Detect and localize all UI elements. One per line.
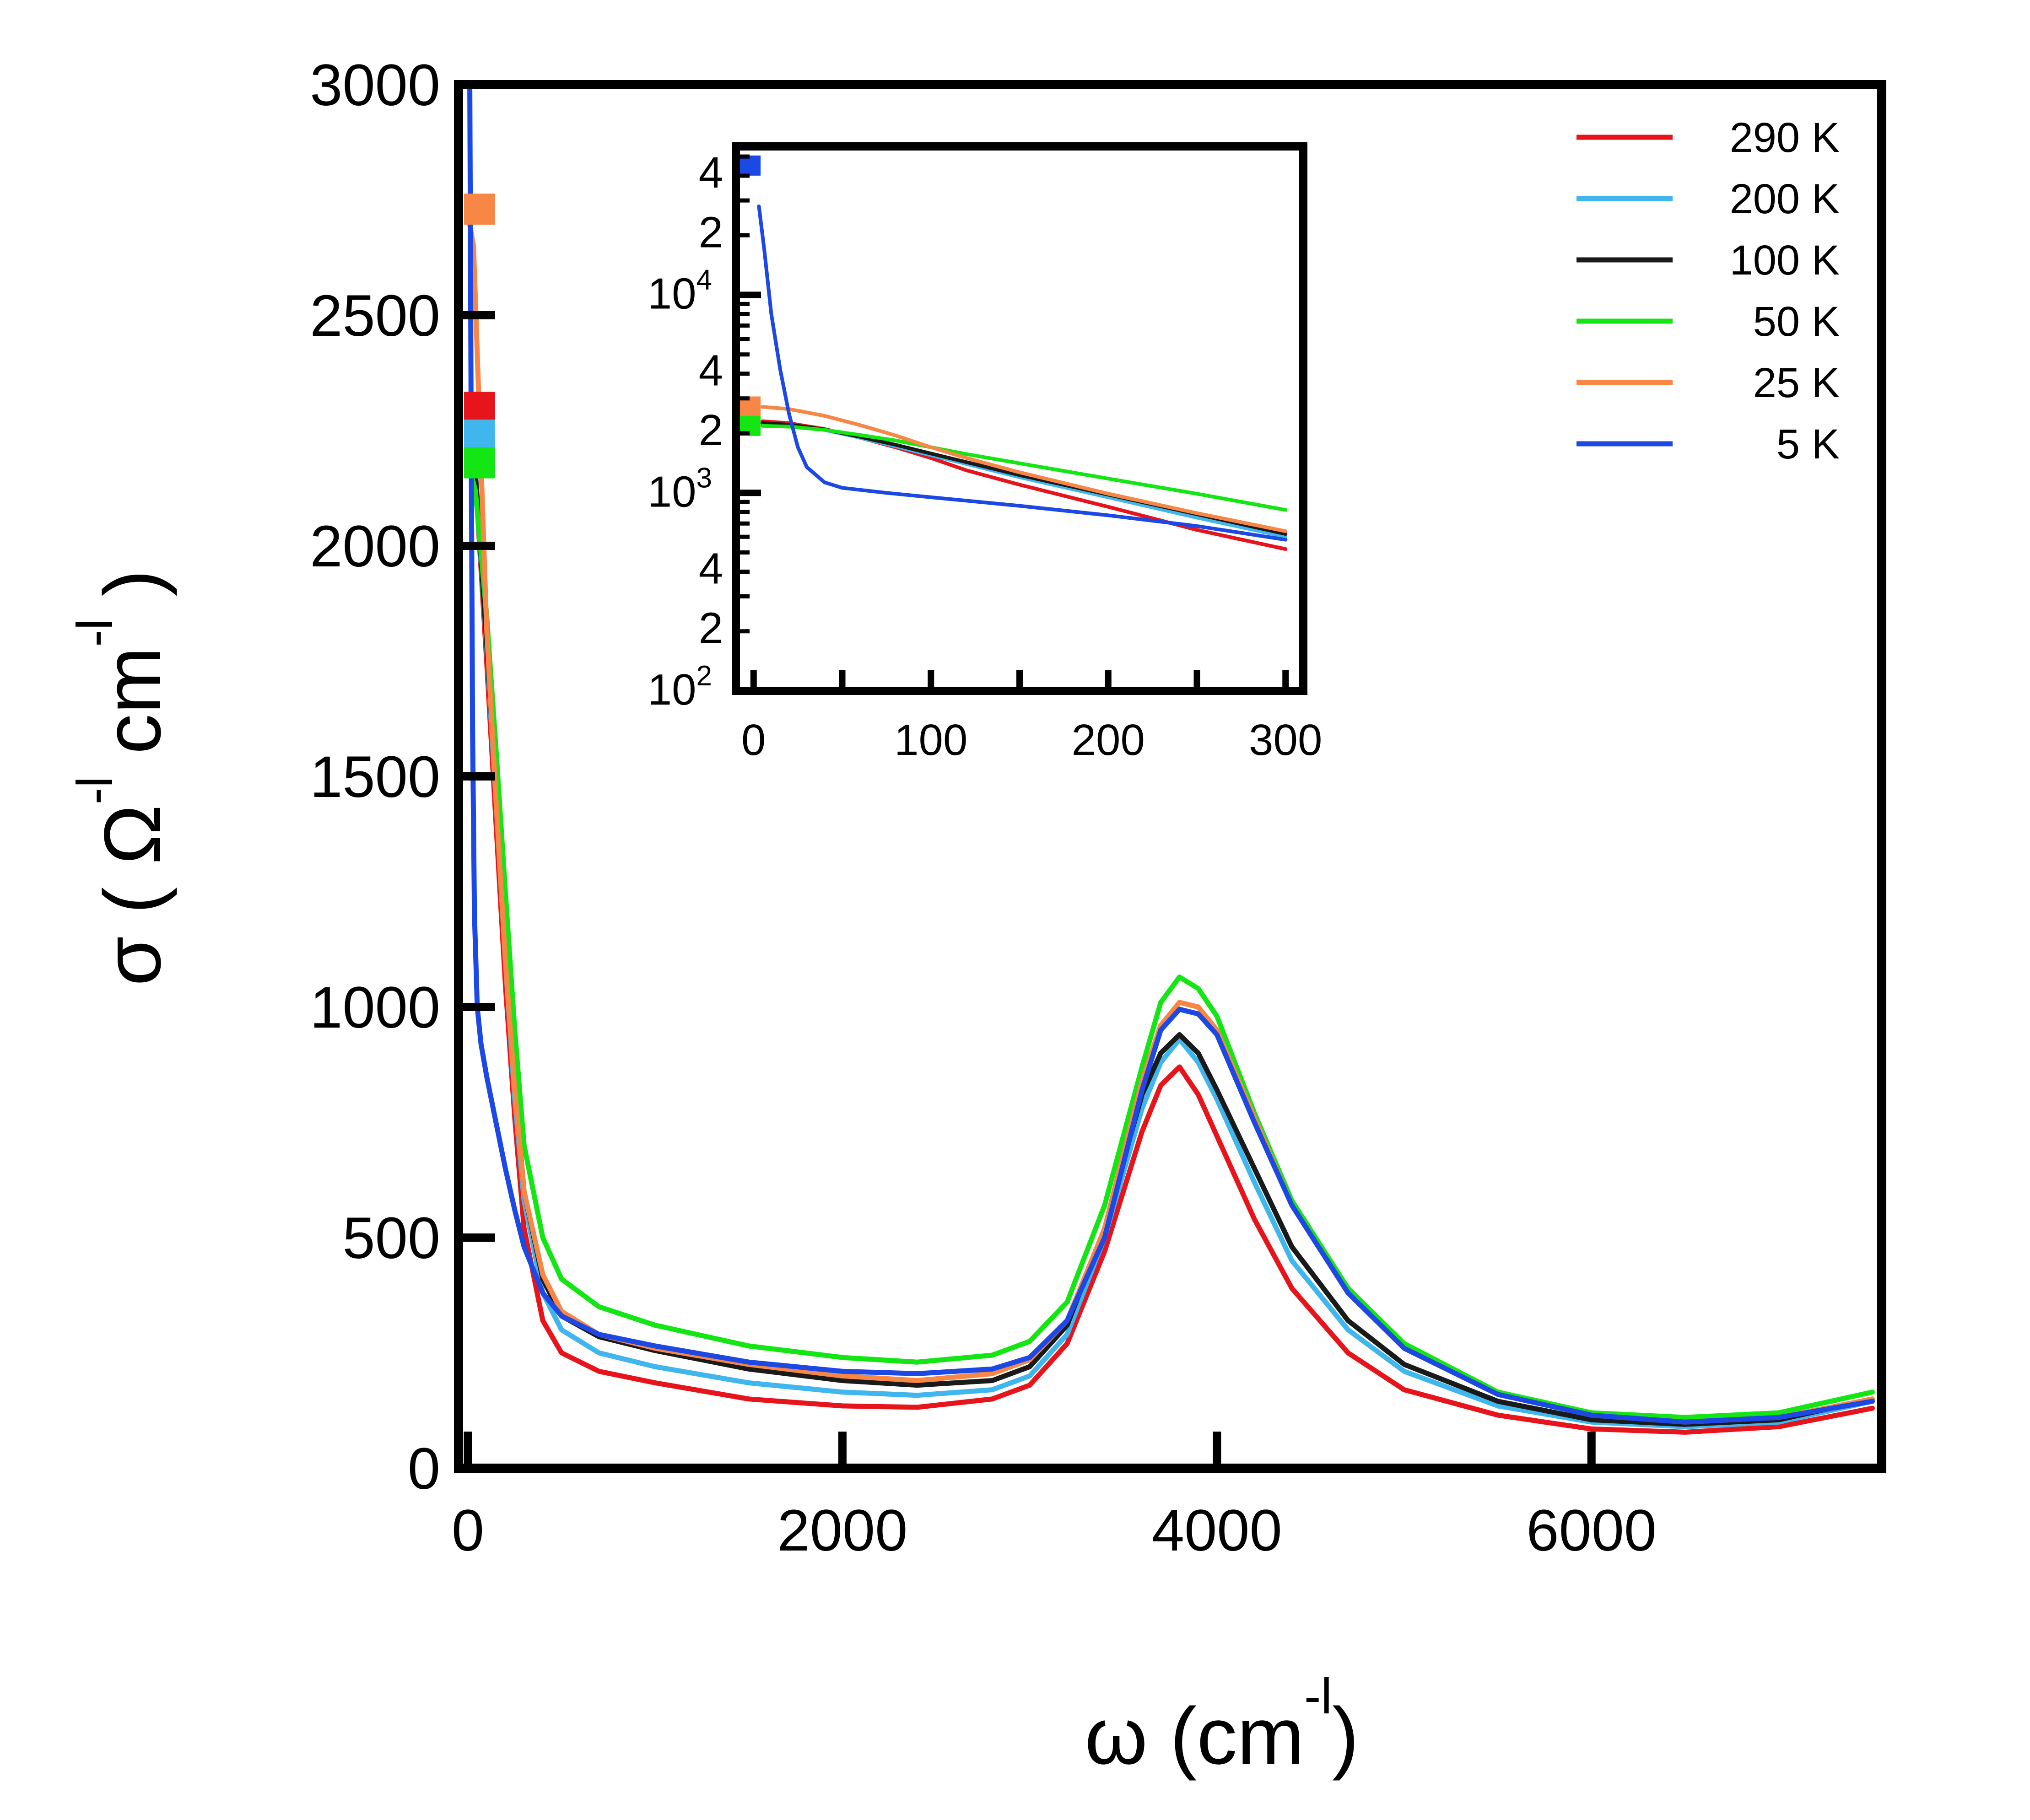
main-y-tick-label: 500 [342, 1206, 440, 1271]
main-y-tick-label: 1000 [310, 975, 440, 1040]
inset-y-decade-label: 104 [648, 264, 712, 318]
main-marker-square [464, 392, 495, 423]
main-marker-square [464, 447, 495, 479]
main-marker-square [464, 194, 495, 225]
main-y-axis-title: σ ( Ω-l cm-l ) [67, 570, 178, 986]
inset-y-tick-label: 4 [699, 544, 723, 593]
legend-label: 290 K [1730, 114, 1840, 161]
inset-y-tick-label: 4 [699, 346, 723, 395]
main-axis-markers [464, 194, 495, 479]
inset-series-line [761, 405, 1288, 533]
main-x-tick-label: 0 [452, 1498, 484, 1563]
main-x-tick-label: 2000 [777, 1498, 908, 1563]
main-x-axis: 0 2000 4000 6000 [452, 1432, 1657, 1563]
inset-x-tick-label: 200 [1072, 716, 1145, 765]
inset-x-tick-label: 100 [894, 716, 967, 765]
main-series-line [467, 82, 1875, 1425]
inset-background [736, 146, 1303, 691]
main-series-group [465, 82, 1875, 1435]
inset-y-tick-label: 4 [699, 148, 723, 197]
legend-label: 25 K [1753, 360, 1840, 406]
legend-label: 200 K [1730, 176, 1840, 222]
main-marker-square [464, 420, 495, 451]
main-y-tick-label: 0 [408, 1436, 440, 1502]
main-y-tick-label: 1500 [310, 744, 440, 810]
inset-y-axis: 102 103 104 4 2 4 2 4 2 [648, 148, 761, 714]
main-x-tick-label: 4000 [1152, 1498, 1282, 1563]
legend: 290 K 200 K 100 K 50 K 25 K 5 K [1576, 114, 1840, 468]
inset-series-group [757, 205, 1288, 551]
legend-label: 50 K [1753, 298, 1840, 345]
inset-x-tick-label: 0 [741, 716, 766, 765]
inset-x-tick-label: 300 [1249, 716, 1322, 765]
legend-label: 5 K [1776, 421, 1840, 468]
main-series-line [465, 460, 1875, 1420]
inset-series-line [757, 205, 1288, 542]
legend-label: 100 K [1730, 237, 1840, 284]
main-y-axis: 0 500 1000 1500 2000 2500 3000 [310, 53, 495, 1502]
inset-y-decade-label: 102 [648, 660, 712, 714]
main-x-axis-title: ω (cm-l) [1085, 1668, 1359, 1781]
inset-marker-square [740, 155, 761, 176]
inset-chart: 102 103 104 4 2 4 2 4 2 0 100 200 300 [648, 142, 1322, 765]
inset-y-decade-label: 103 [648, 462, 712, 516]
inset-y-tick-label: 2 [699, 208, 723, 257]
main-x-tick-label: 6000 [1526, 1498, 1657, 1563]
main-y-tick-label: 2000 [310, 514, 440, 579]
inset-x-axis: 0 100 200 300 [741, 670, 1322, 765]
main-y-tick-label: 3000 [310, 53, 440, 118]
main-y-tick-label: 2500 [310, 283, 440, 349]
inset-y-tick-label: 2 [699, 406, 723, 455]
inset-y-tick-label: 2 [699, 604, 723, 653]
